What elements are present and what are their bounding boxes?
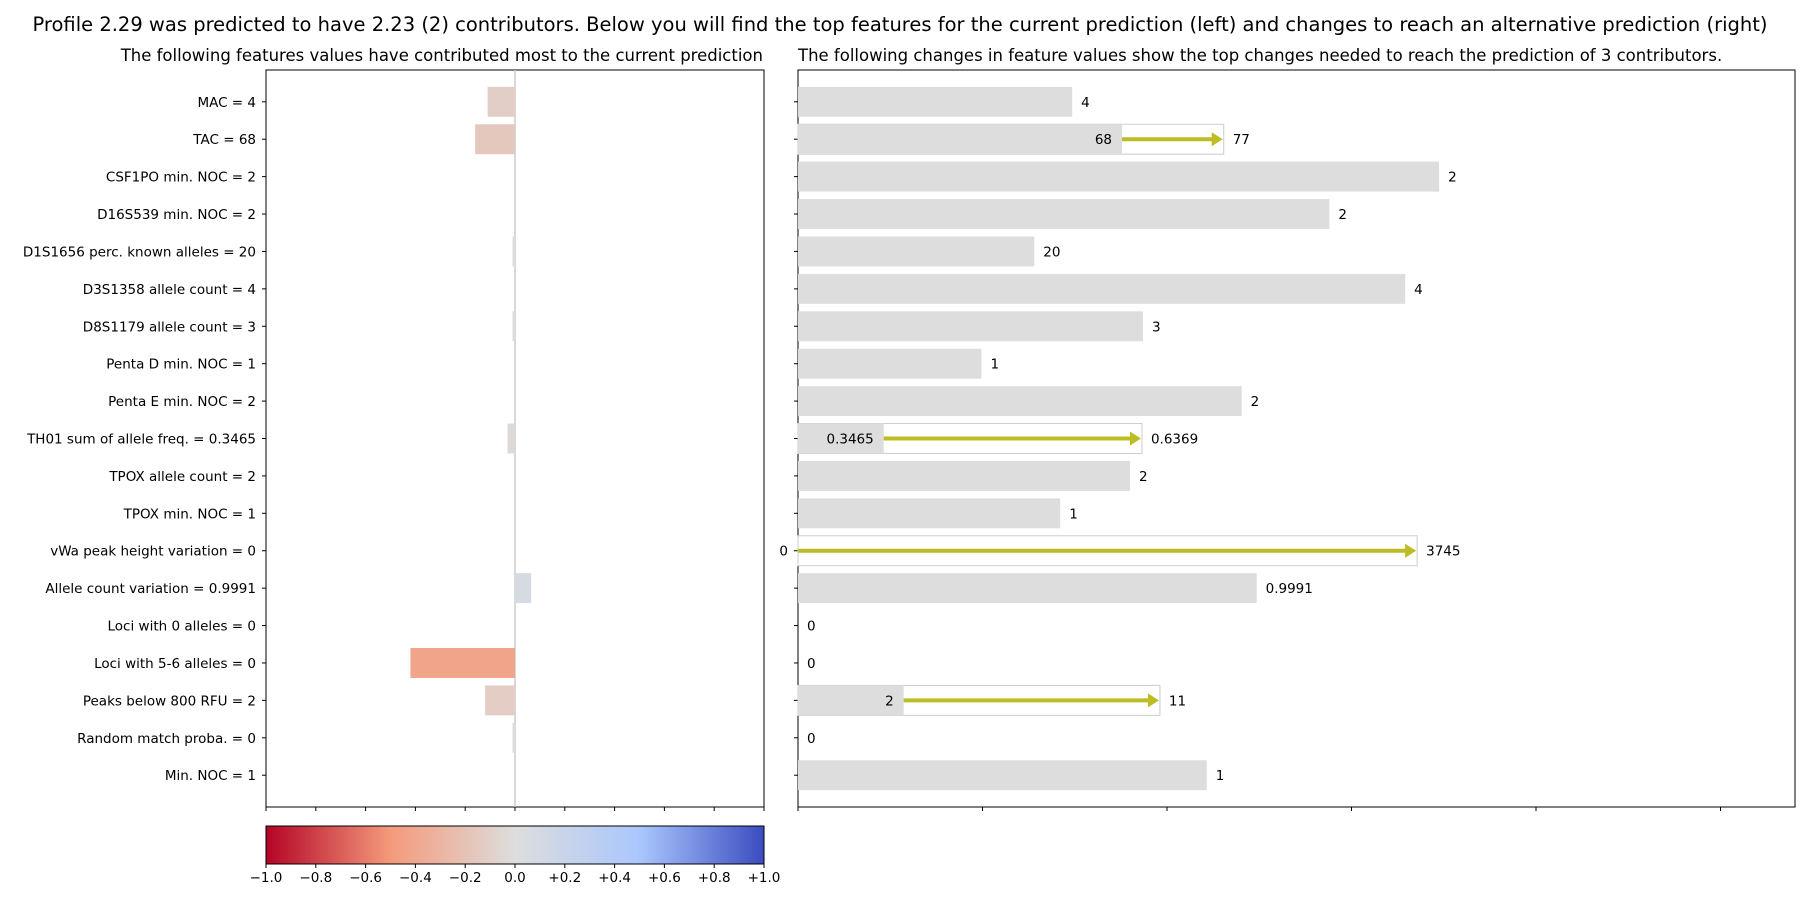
left-category-label: Allele count variation = 0.9991 [45,581,256,597]
current-bar [798,573,1257,604]
left-category-label: MAC = 4 [197,95,256,111]
left-category-label: Random match proba. = 0 [77,731,256,747]
current-bar [798,386,1242,417]
left-category-label: Min. NOC = 1 [165,768,256,784]
colorbar-tick-label: 0.0 [504,870,525,886]
left-category-label: TPOX allele count = 2 [108,469,256,485]
colorbar-tick-label: +0.8 [698,870,731,886]
change-arrow-head [1147,693,1159,708]
current-bar [798,273,1406,304]
current-value-label: 0 [807,731,816,747]
current-bar [798,199,1330,229]
current-value-label: 20 [1043,244,1060,260]
left-bar [512,236,515,267]
current-value-label: 4 [1081,95,1090,111]
current-value-label: 2 [1448,170,1457,186]
current-value-label: 2 [1139,469,1148,485]
left-category-label: Peaks below 800 RFU = 2 [83,693,256,709]
left-category-label: TH01 sum of allele freq. = 0.3465 [26,432,256,448]
current-bar [798,423,884,454]
current-bar [798,348,982,379]
colorbar-tick-label: −0.2 [449,870,482,886]
right-panel-title: The following changes in feature values … [798,46,1723,65]
left-bar [410,648,515,678]
current-value-label: 1 [990,357,999,373]
current-value-label: 2 [1251,394,1260,410]
left-category-label: CSF1PO min. NOC = 2 [106,170,256,186]
current-value-label: 4 [1414,282,1423,298]
left-category-label: D16S539 min. NOC = 2 [97,207,256,223]
current-bar [798,124,1123,155]
colorbar-tick-label: +1.0 [748,870,781,886]
left-bar [515,573,532,604]
left-bar [485,685,515,716]
colorbar-tick-label: −0.8 [299,870,332,886]
current-value-label: 0.9991 [1266,581,1313,597]
left-bar [475,124,515,155]
current-value-label: 0 [807,656,816,672]
colorbar-tick-label: +0.2 [548,870,581,886]
left-bar [487,86,515,117]
current-value-label: 2 [1338,207,1347,223]
left-category-label: vWa peak height variation = 0 [50,544,256,560]
current-value-label: 2 [885,693,894,709]
left-category-label: Penta E min. NOC = 2 [108,394,256,410]
current-bar [798,86,1073,117]
current-bar [798,236,1035,267]
change-arrow-head [1211,132,1223,147]
left-category-label: TPOX min. NOC = 1 [123,506,256,522]
target-value-label: 11 [1169,693,1186,709]
colorbar-tick-label: +0.4 [598,870,631,886]
current-bar [798,460,1131,491]
current-bar [798,760,1207,791]
current-bar [798,311,1143,342]
left-category-label: D8S1179 allele count = 3 [83,319,256,335]
target-value-label: 0.6369 [1151,432,1198,448]
left-category-label: D1S1656 perc. known alleles = 20 [23,244,256,260]
target-value-label: 77 [1233,132,1250,148]
left-category-label: Loci with 5-6 alleles = 0 [94,656,256,672]
current-value-label: 0.3465 [826,432,873,448]
left-panel-title: The following features values have contr… [120,46,763,65]
left-category-label: Loci with 0 alleles = 0 [108,619,256,635]
figure-title: Profile 2.29 was predicted to have 2.23 … [32,13,1768,36]
left-bar [507,423,515,454]
change-arrow-head [1129,431,1141,446]
current-bar [798,498,1061,529]
current-value-label: 68 [1095,132,1112,148]
current-value-label: 3 [1152,319,1161,335]
left-category-label: TAC = 68 [192,132,256,148]
colorbar-tick-label: +0.6 [648,870,681,886]
change-arrow-head [1405,543,1417,558]
colorbar-tick-label: −0.4 [399,870,432,886]
colorbar [265,825,765,865]
target-value-label: 3745 [1426,544,1460,560]
current-value-label: 1 [1216,768,1225,784]
left-bar [512,722,515,753]
left-category-label: D3S1358 allele count = 4 [83,282,256,298]
current-bar [798,685,904,716]
current-value-label: 1 [1069,506,1078,522]
left-category-label: Penta D min. NOC = 1 [106,357,256,373]
current-bar [798,161,1440,192]
current-value-label: 0 [779,544,788,560]
current-value-label: 0 [807,619,816,635]
left-bar [512,311,515,342]
colorbar-tick-label: −0.6 [349,870,382,886]
colorbar-tick-label: −1.0 [250,870,283,886]
